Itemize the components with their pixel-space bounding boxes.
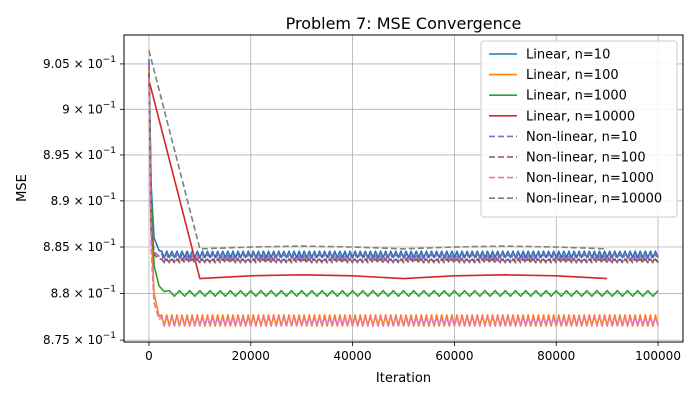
legend-label: Linear, n=10000 [526, 109, 635, 124]
series-line-3 [148, 80, 608, 280]
series-line-7 [148, 50, 608, 250]
series-layer [148, 50, 659, 327]
x-tick-label: 100000 [635, 349, 681, 363]
legend-label: Non-linear, n=10000 [526, 192, 662, 207]
x-tick-label: 40000 [333, 349, 371, 363]
legend-label: Non-linear, n=100 [526, 151, 646, 166]
y-axis: 8.75 × 10−1 8.8 × 10−1 8.85 × 10−1 8.9 × 10… [43, 55, 124, 347]
legend: Linear, n=10 Linear, n=100 Linear, n=1000 L… [480, 40, 678, 218]
legend-box [480, 40, 678, 218]
y-tick-label: 8.8 × 10−1 [51, 284, 116, 300]
y-tick-label: 8.75 × 10−1 [43, 331, 116, 347]
plot-frame [123, 34, 684, 343]
x-tick-label: 60000 [435, 349, 473, 363]
y-axis-label: MSE [15, 174, 30, 202]
x-axis-label: Iteration [376, 371, 431, 386]
y-tick-label: 8.95 × 10−1 [43, 146, 116, 162]
y-tick-label: 8.9 × 10−1 [51, 192, 116, 208]
legend-label: Non-linear, n=1000 [526, 171, 654, 186]
x-tick-label: 0 [145, 349, 153, 363]
legend-label: Non-linear, n=10 [526, 130, 637, 145]
y-tick-label: 9 × 10−1 [62, 100, 116, 116]
x-tick-label: 20000 [232, 349, 270, 363]
x-axis: 0 20000 40000 60000 80000 100000 [145, 342, 681, 363]
chart-title: Problem 7: MSE Convergence [286, 14, 522, 33]
y-tick-label: 8.85 × 10−1 [43, 238, 116, 254]
series-line-5 [148, 72, 659, 264]
legend-label: Linear, n=100 [526, 68, 619, 83]
series-line-2 [148, 72, 659, 298]
x-tick-label: 80000 [537, 349, 575, 363]
legend-label: Linear, n=1000 [526, 89, 627, 104]
series-line-0 [148, 59, 659, 259]
series-line-6 [148, 77, 659, 327]
y-tick-label: 9.05 × 10−1 [43, 55, 116, 71]
series-line-4 [148, 63, 659, 264]
legend-label: Linear, n=10 [526, 48, 610, 63]
